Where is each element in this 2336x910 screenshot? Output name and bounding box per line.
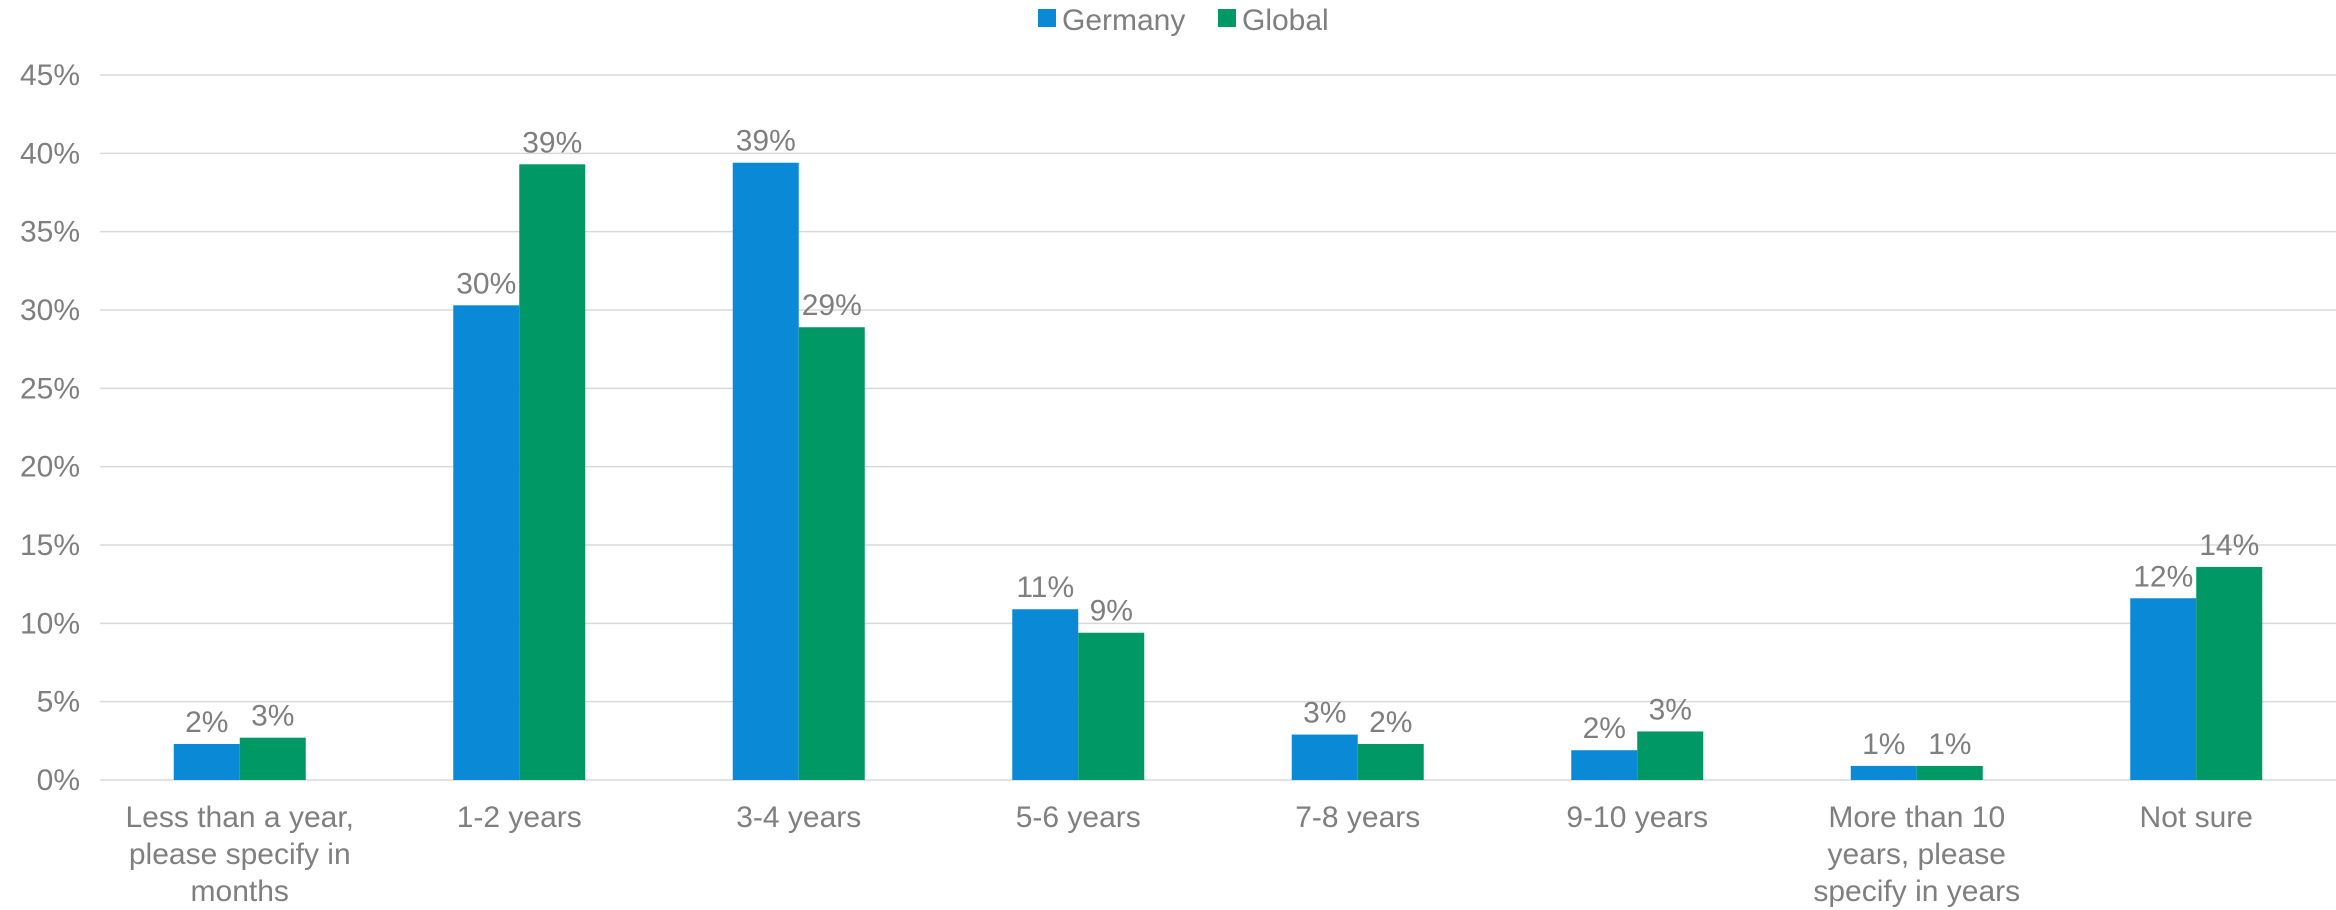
y-tick-label: 25%: [20, 372, 80, 405]
legend: Germany Global: [1038, 4, 1329, 37]
x-category-label: 3-4 years: [736, 801, 861, 834]
data-label-germany: 39%: [736, 125, 796, 158]
bar-germany: [732, 162, 799, 780]
bar-germany: [2130, 598, 2197, 780]
legend-label-global: Global: [1242, 4, 1329, 37]
y-tick-label: 30%: [20, 294, 80, 327]
data-label-global: 3%: [251, 700, 294, 733]
bar-global: [1078, 632, 1145, 780]
x-category-label: 5-6 years: [1016, 801, 1141, 834]
bar-germany: [1571, 750, 1638, 780]
data-label-global: 14%: [2199, 529, 2259, 562]
y-tick-label: 40%: [20, 137, 80, 170]
x-category-label: 1-2 years: [457, 801, 582, 834]
x-category-label: More than 10 years, please specify in year…: [1813, 801, 2020, 908]
data-label-global: 29%: [802, 289, 862, 322]
y-tick-label: 45%: [20, 59, 80, 92]
data-label-germany: 30%: [456, 267, 516, 300]
bar-global: [1916, 765, 1983, 780]
y-tick-label: 5%: [37, 686, 80, 719]
bar-germany: [1012, 609, 1079, 780]
bar-germany: [173, 743, 240, 780]
y-tick-label: 15%: [20, 529, 80, 562]
bar-global: [1637, 731, 1704, 780]
bar-global: [1357, 743, 1424, 780]
bar-global: [519, 164, 586, 781]
data-label-germany: 12%: [2133, 560, 2193, 593]
bar-germany: [1291, 734, 1358, 780]
legend-swatch-germany: [1038, 9, 1056, 27]
x-category-label: Not sure: [2140, 801, 2253, 834]
y-tick-label: 20%: [20, 451, 80, 484]
data-label-global: 1%: [1928, 728, 1971, 761]
gridlines: [100, 74, 2336, 781]
x-category-label: 9-10 years: [1566, 801, 1708, 834]
data-label-germany: 2%: [1583, 712, 1626, 745]
bar-germany: [1850, 765, 1917, 780]
data-label-germany: 11%: [1016, 571, 1074, 604]
data-label-global: 2%: [1369, 706, 1412, 739]
bars: [173, 162, 2263, 781]
y-tick-label: 10%: [20, 607, 80, 640]
y-tick-label: 0%: [37, 764, 80, 797]
x-axis-categories: Less than a year, please specify in months…: [126, 801, 2253, 908]
y-axis-ticks: 0% 5% 10% 15% 20% 25% 30% 35% 40% 45%: [20, 59, 80, 797]
legend-label-germany: Germany: [1062, 4, 1185, 37]
x-category-label: Less than a year, please specify in months: [126, 801, 355, 908]
data-label-germany: 3%: [1303, 697, 1346, 730]
bar-germany: [453, 305, 520, 780]
bar-global: [798, 327, 865, 780]
x-category-label: 7-8 years: [1295, 801, 1420, 834]
data-label-global: 39%: [522, 126, 582, 159]
data-label-global: 3%: [1649, 693, 1692, 726]
data-label-global: 9%: [1090, 595, 1133, 628]
data-labels: 2% 3% 30% 39% 39% 29% 11% 9% 3% 2% 2% 3% 1% 1% 12%14%: [185, 125, 2259, 761]
data-label-germany: 1%: [1862, 728, 1905, 761]
bar-global: [2196, 566, 2263, 780]
data-label-germany: 2%: [185, 706, 228, 739]
y-tick-label: 35%: [20, 216, 80, 249]
legend-swatch-global: [1218, 9, 1236, 27]
bar-global: [239, 737, 306, 780]
